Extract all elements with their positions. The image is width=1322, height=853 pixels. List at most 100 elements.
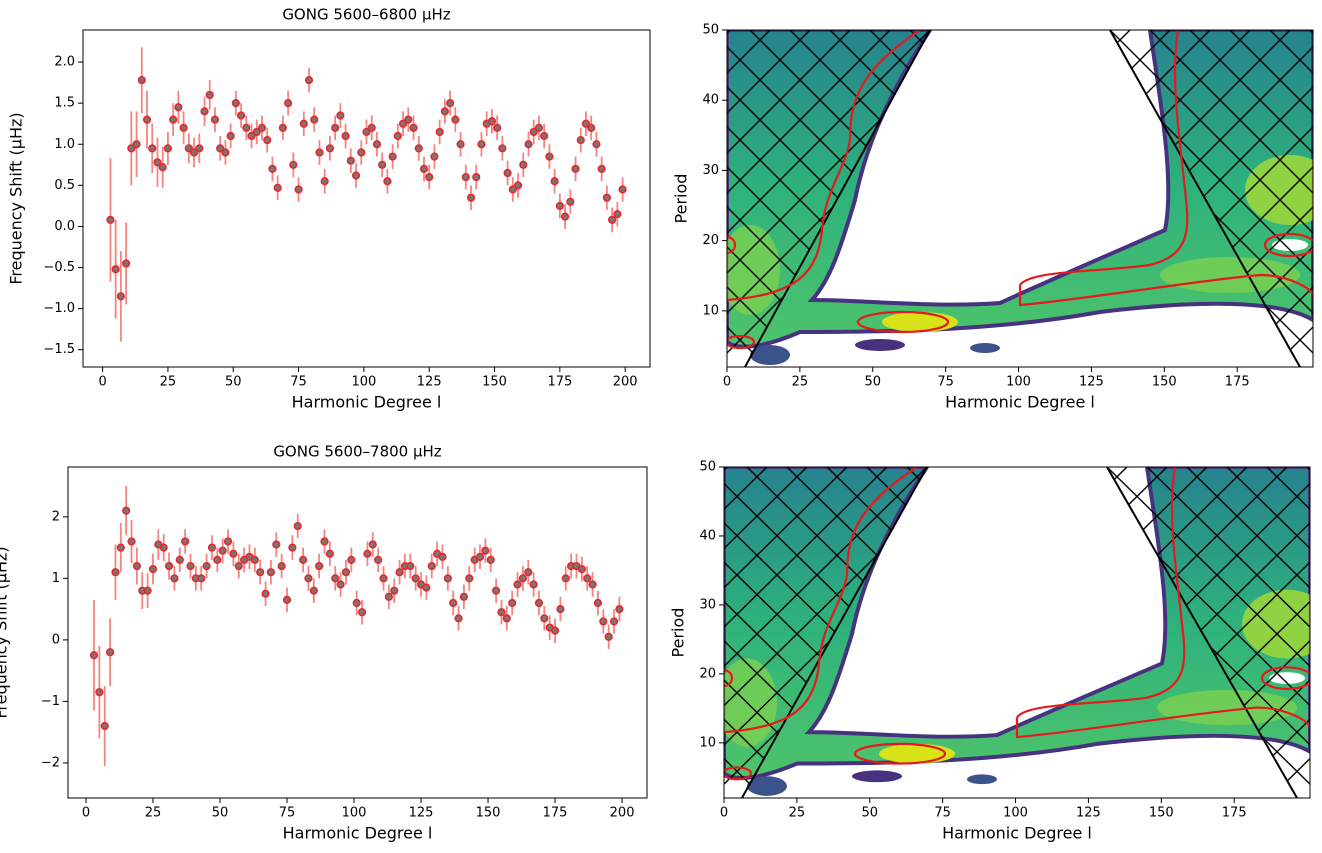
data-point bbox=[247, 131, 256, 141]
data-point bbox=[406, 561, 415, 571]
data-point bbox=[384, 592, 393, 601]
data-point bbox=[425, 173, 434, 182]
data-point bbox=[273, 183, 282, 192]
data-point bbox=[210, 115, 220, 124]
data-point bbox=[456, 140, 465, 149]
data-point bbox=[304, 574, 313, 583]
data-point bbox=[336, 580, 345, 589]
data-point bbox=[268, 164, 277, 174]
data-point bbox=[599, 617, 608, 626]
data-point bbox=[148, 144, 157, 153]
data-point bbox=[498, 144, 507, 153]
data-point bbox=[223, 537, 233, 546]
data-point bbox=[581, 119, 591, 128]
data-point bbox=[588, 580, 597, 589]
x-tick-label: 150 bbox=[1152, 375, 1177, 390]
x-tick-label: 100 bbox=[1006, 375, 1031, 390]
data-point bbox=[127, 144, 136, 153]
data-point bbox=[236, 111, 246, 120]
data-point bbox=[609, 617, 619, 626]
data-point bbox=[298, 555, 308, 565]
data-point bbox=[493, 123, 502, 132]
y-axis-label: Frequency Shift (μHz) bbox=[0, 546, 11, 718]
x-tick-label: 0 bbox=[720, 806, 728, 821]
x-tick-label: 150 bbox=[482, 375, 507, 390]
data-point bbox=[278, 123, 287, 132]
data-point bbox=[197, 574, 206, 583]
data-point bbox=[347, 555, 356, 565]
y-tick-label: 40 bbox=[702, 93, 719, 108]
y-tick-label: 20 bbox=[699, 666, 716, 681]
data-point bbox=[367, 123, 376, 132]
y-tick-label: 0.5 bbox=[54, 178, 75, 193]
data-point bbox=[519, 160, 528, 169]
x-tick-label: 0 bbox=[98, 375, 106, 390]
data-point bbox=[325, 549, 334, 558]
data-point bbox=[95, 688, 104, 697]
data-point bbox=[263, 136, 272, 145]
data-point bbox=[524, 140, 533, 149]
data-point bbox=[529, 127, 538, 137]
power-blob bbox=[855, 339, 905, 351]
data-point bbox=[127, 537, 136, 546]
data-point bbox=[100, 721, 109, 731]
cone-of-influence bbox=[1110, 30, 1313, 367]
y-axis-label: Frequency Shift (μHz) bbox=[7, 112, 26, 284]
data-point bbox=[163, 144, 173, 153]
data-point bbox=[393, 131, 402, 141]
data-point bbox=[587, 123, 596, 132]
data-point bbox=[111, 265, 120, 274]
data-point bbox=[534, 123, 544, 132]
y-tick-label: −0.5 bbox=[43, 260, 75, 275]
data-point bbox=[200, 107, 209, 116]
data-point bbox=[256, 568, 265, 577]
x-tick-label: 100 bbox=[1003, 806, 1028, 821]
data-point bbox=[122, 259, 131, 268]
data-point bbox=[266, 568, 276, 577]
x-axis-label: Harmonic Degree l bbox=[283, 824, 433, 843]
data-point bbox=[169, 115, 178, 124]
data-point bbox=[602, 193, 611, 202]
data-point bbox=[571, 164, 580, 174]
data-point bbox=[577, 565, 586, 574]
x-tick-label: 0 bbox=[723, 375, 731, 390]
data-point bbox=[226, 131, 235, 141]
x-tick-label: 175 bbox=[1225, 375, 1250, 390]
data-point bbox=[289, 160, 298, 169]
axes-frame bbox=[726, 29, 1314, 368]
x-tick-label: 50 bbox=[861, 806, 878, 821]
data-point bbox=[472, 173, 481, 182]
data-point bbox=[229, 549, 238, 558]
data-point bbox=[368, 540, 377, 549]
cone-edge bbox=[744, 30, 931, 367]
x-tick-label: 125 bbox=[417, 375, 442, 390]
data-point bbox=[242, 123, 251, 132]
data-point bbox=[593, 598, 603, 608]
y-tick-label: −2 bbox=[41, 755, 60, 770]
data-point bbox=[351, 171, 361, 180]
y-tick-label: 2.0 bbox=[54, 55, 75, 70]
data-point bbox=[608, 215, 617, 224]
data-point bbox=[352, 598, 361, 608]
data-point bbox=[195, 144, 204, 153]
data-point bbox=[362, 127, 371, 137]
data-point bbox=[427, 561, 436, 571]
data-point bbox=[486, 555, 495, 565]
y-tick-label: 2 bbox=[52, 509, 60, 524]
data-point bbox=[331, 123, 340, 132]
y-tick-label: 1.0 bbox=[54, 137, 75, 152]
data-point bbox=[592, 140, 601, 149]
x-tick-label: 75 bbox=[279, 806, 296, 821]
data-point bbox=[357, 608, 367, 617]
data-point bbox=[398, 119, 408, 128]
data-point bbox=[304, 76, 314, 85]
data-point bbox=[111, 568, 120, 577]
data-point bbox=[451, 115, 460, 124]
wavelet-map bbox=[727, 30, 1313, 367]
y-tick-label: 1 bbox=[52, 571, 60, 586]
data-point bbox=[282, 595, 292, 604]
data-point bbox=[158, 163, 167, 172]
data-point bbox=[142, 115, 152, 124]
